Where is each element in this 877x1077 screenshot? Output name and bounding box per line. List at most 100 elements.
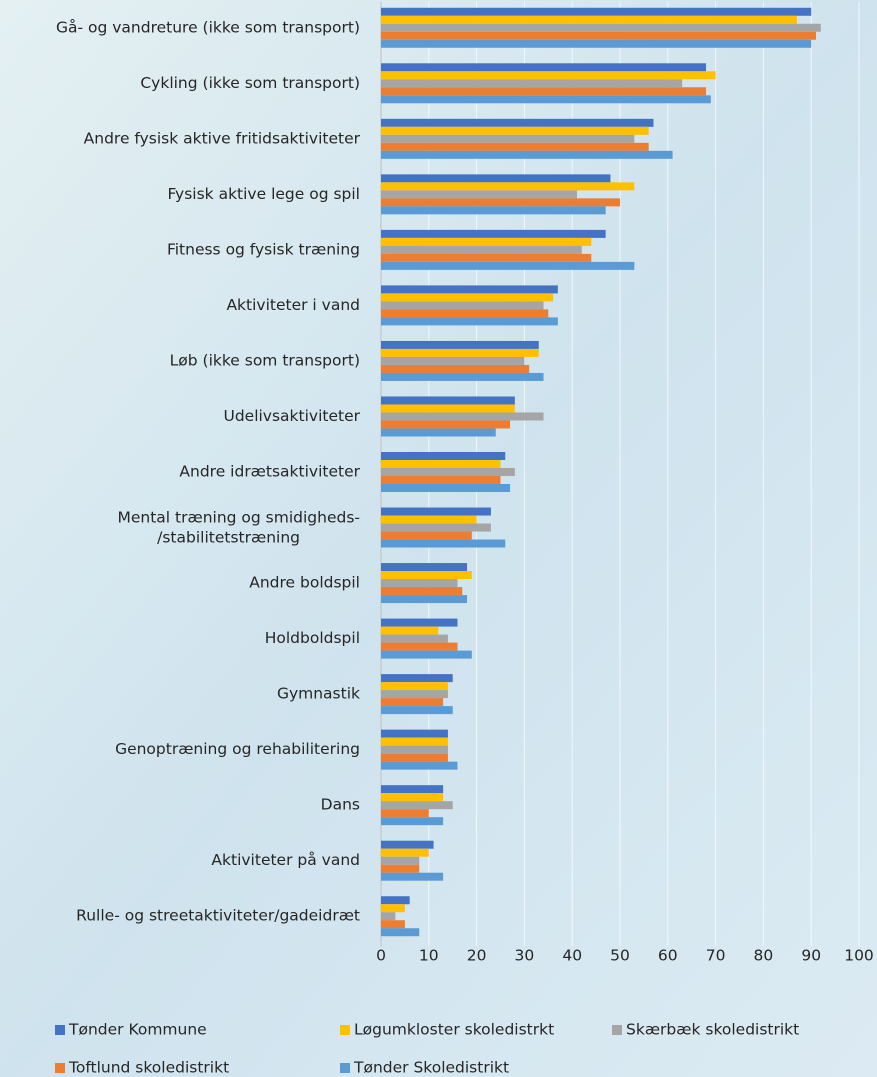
- bar: [381, 682, 448, 691]
- bar: [381, 848, 429, 857]
- bar: [381, 761, 458, 770]
- bar: [381, 476, 501, 484]
- bar: [381, 364, 530, 373]
- bar: [381, 174, 611, 183]
- category-label: Holdboldspil: [265, 629, 360, 647]
- bar: [381, 928, 420, 937]
- bar: [381, 301, 544, 310]
- bar: [381, 182, 635, 191]
- x-tick-label: 10: [419, 947, 439, 965]
- bar: [381, 856, 420, 865]
- bar: [381, 63, 707, 72]
- bar: [381, 904, 405, 913]
- bar: [381, 817, 444, 826]
- bar: [381, 404, 515, 413]
- bar: [381, 642, 458, 651]
- category-label: Mental træning og smidigheds-/stabilitet…: [117, 508, 360, 546]
- bar: [381, 71, 716, 80]
- bar: [381, 920, 405, 929]
- x-tick-label: 80: [754, 947, 774, 965]
- legend-label: Tønder Skoledistrikt: [353, 1059, 509, 1077]
- legend-swatch: [612, 1025, 622, 1035]
- x-tick-label: 30: [515, 947, 535, 965]
- bar: [381, 95, 711, 104]
- bar: [381, 745, 448, 754]
- bar: [381, 253, 592, 262]
- bar: [381, 785, 444, 794]
- category-label: Gå- og vandreture (ikke som transport): [56, 18, 360, 36]
- bar: [381, 737, 448, 746]
- bar: [381, 729, 448, 738]
- x-tick-label: 60: [658, 947, 678, 965]
- category-label: Løb (ikke som transport): [170, 351, 360, 369]
- x-tick-label: 100: [844, 947, 874, 965]
- legend-label: Skærbæk skoledistrikt: [626, 1021, 799, 1039]
- bar: [381, 793, 444, 802]
- x-tick-label: 90: [801, 947, 821, 965]
- bar: [381, 420, 511, 429]
- category-label: Andre boldspil: [249, 574, 360, 592]
- x-tick-label: 20: [467, 947, 487, 965]
- bar: [381, 134, 635, 143]
- bar: [381, 864, 420, 873]
- bar: [381, 468, 515, 476]
- bar: [381, 452, 506, 460]
- category-label: Udelivsaktiviteter: [223, 407, 360, 425]
- bar: [381, 7, 812, 16]
- category-label: Rulle- og streetaktiviteter/gadeidræt: [76, 907, 360, 925]
- bar: [381, 626, 439, 635]
- x-tick-label: 50: [610, 947, 630, 965]
- legend-swatch: [340, 1063, 350, 1073]
- bar: [381, 484, 511, 492]
- x-tick-label: 0: [376, 947, 386, 965]
- legend-swatch: [55, 1025, 65, 1035]
- bar: [381, 340, 539, 349]
- bar: [381, 872, 444, 881]
- bar: [381, 118, 654, 127]
- bar: [381, 531, 472, 540]
- bar: [381, 674, 453, 683]
- bar: [381, 142, 649, 151]
- bar: [381, 23, 821, 32]
- legend-swatch: [340, 1025, 350, 1035]
- bar: [381, 515, 477, 524]
- bar: [381, 237, 592, 246]
- bar: [381, 801, 453, 810]
- bar: [381, 356, 525, 365]
- bar: [381, 690, 448, 699]
- bar: [381, 206, 606, 215]
- bar: [381, 523, 491, 532]
- bar: [381, 261, 635, 270]
- category-label: Fitness og fysisk træning: [167, 240, 360, 258]
- bar: [381, 460, 501, 468]
- category-label: Aktiviteter på vand: [211, 851, 360, 869]
- bar: [381, 650, 472, 659]
- bar: [381, 293, 554, 302]
- bar: [381, 571, 472, 580]
- bar: [381, 309, 549, 318]
- bar: [381, 840, 434, 849]
- x-tick-label: 40: [562, 947, 582, 965]
- bar: [381, 150, 673, 159]
- bar: [381, 896, 410, 905]
- category-label: Cykling (ikke som transport): [140, 74, 360, 92]
- bar: [381, 348, 539, 357]
- legend-swatch: [55, 1063, 65, 1073]
- category-label: Dans: [321, 796, 360, 814]
- category-label: Andre fysisk aktive fritidsaktiviteter: [84, 129, 361, 147]
- bar: [381, 507, 491, 516]
- bar: [381, 579, 458, 588]
- legend-label: Toftlund skoledistrikt: [68, 1059, 229, 1077]
- bar: [381, 126, 649, 135]
- bar: [381, 809, 429, 818]
- x-tick-label: 70: [706, 947, 726, 965]
- bar: [381, 428, 496, 437]
- bar: [381, 229, 606, 238]
- bar: [381, 698, 444, 707]
- bar: [381, 31, 816, 40]
- bar: [381, 618, 458, 627]
- bar: [381, 753, 448, 762]
- bar: [381, 198, 620, 207]
- bar: [381, 412, 544, 421]
